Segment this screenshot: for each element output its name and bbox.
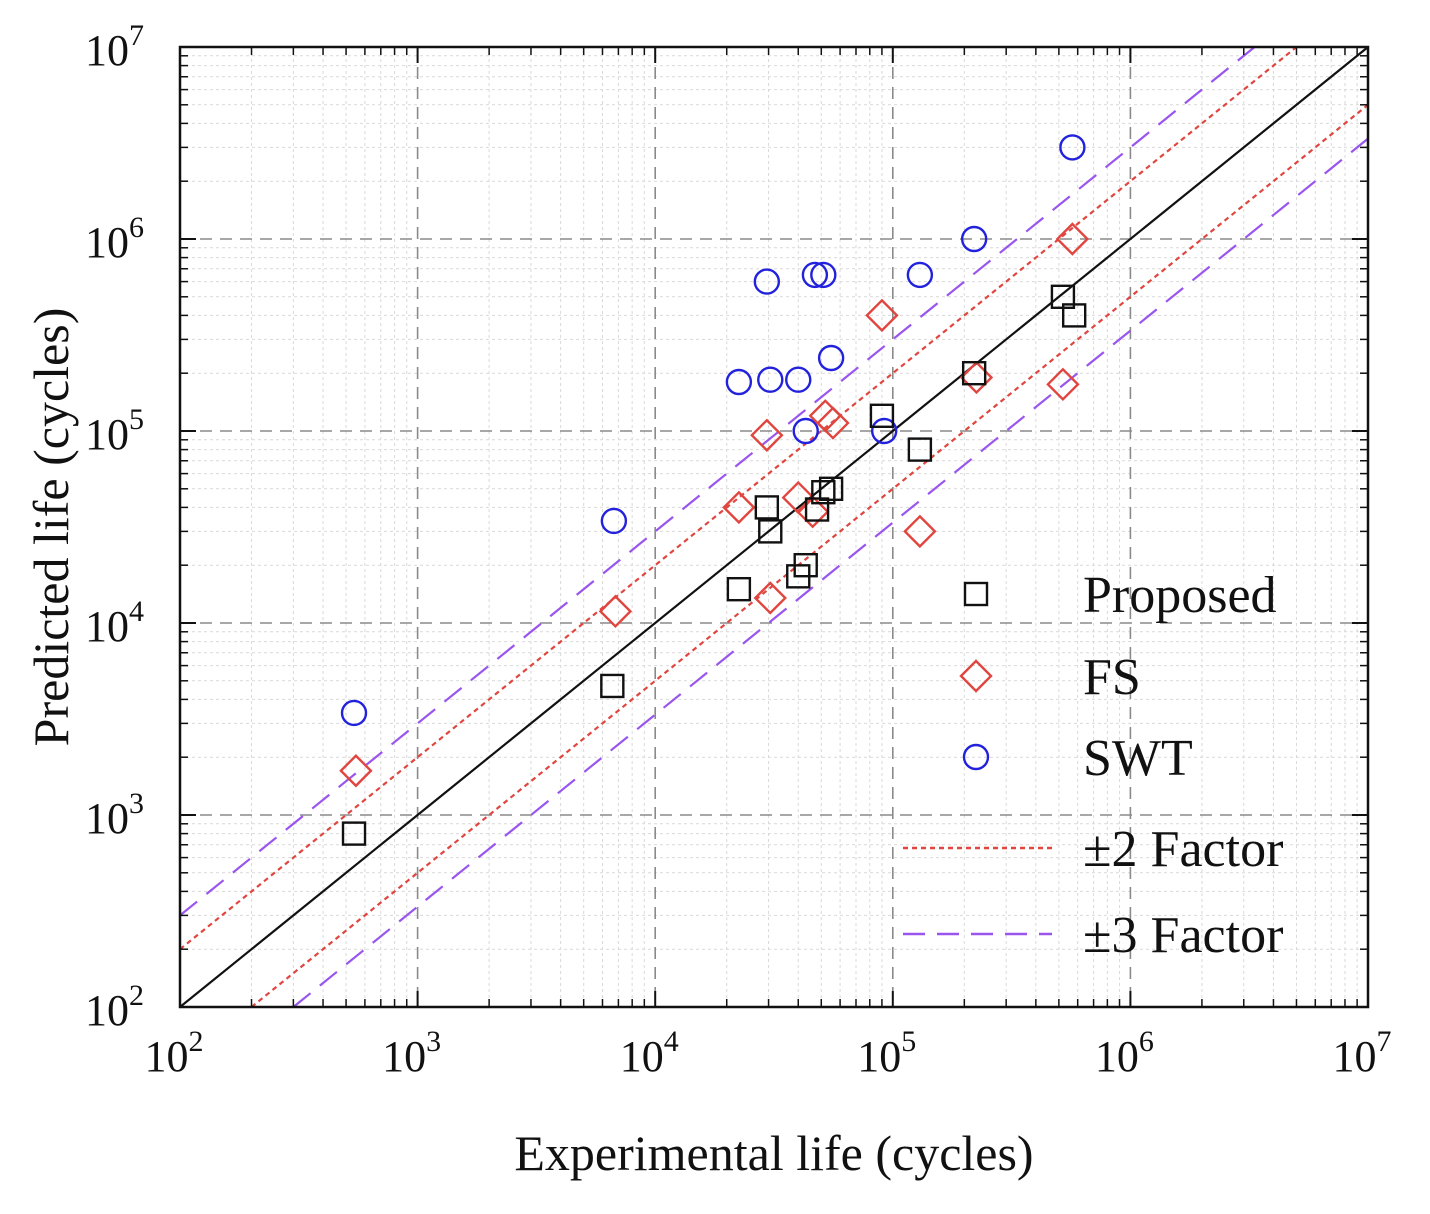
- point-fs: [598, 594, 633, 629]
- axis-ticks: [179, 46, 1369, 1008]
- x-axis-title: Experimental life (cycles): [514, 1125, 1033, 1181]
- point-proposed: [726, 576, 752, 602]
- point-swt: [757, 366, 784, 393]
- point-fs: [722, 490, 756, 525]
- point-swt: [960, 225, 988, 253]
- y-tick-label: 105: [85, 403, 144, 459]
- point-swt: [817, 344, 845, 372]
- point-proposed: [600, 673, 625, 699]
- point-fs: [903, 514, 937, 549]
- point-fs: [1055, 222, 1090, 256]
- point-proposed: [1061, 303, 1087, 328]
- point-proposed: [758, 519, 783, 544]
- point-swt: [725, 368, 753, 396]
- ref-line-1-to-1: [179, 46, 1369, 1008]
- y-axis-title: Predicted life (cycles): [23, 308, 79, 747]
- plot-frame: [178, 45, 1370, 1009]
- point-proposed: [804, 497, 830, 522]
- point-proposed: [869, 403, 895, 428]
- point-swt: [906, 261, 934, 289]
- point-swt: [785, 366, 812, 393]
- point-proposed: [793, 553, 818, 578]
- legend-label: SWT: [1083, 730, 1193, 787]
- x-tick-label: 103: [382, 1025, 441, 1081]
- ref-line-factor-3: [292, 137, 1369, 1008]
- point-proposed: [818, 476, 844, 501]
- legend-marker-swt: [962, 743, 990, 771]
- point-fs: [959, 360, 994, 395]
- point-fs: [1046, 367, 1080, 402]
- point-fs: [795, 494, 830, 529]
- x-tick-label: 104: [620, 1025, 679, 1081]
- point-swt: [870, 417, 898, 445]
- x-tick-label: 105: [857, 1025, 916, 1081]
- point-swt: [753, 268, 781, 295]
- point-proposed: [754, 495, 780, 520]
- y-tick-label: 103: [85, 787, 144, 843]
- ref-line-factor-2: [179, 46, 1298, 951]
- legend: Proposed FS SWT ±2 Factor ±3 Factor: [903, 567, 1283, 964]
- data-points: [339, 134, 1090, 846]
- point-swt: [810, 261, 837, 289]
- ref-line-factor-3: [179, 46, 1256, 917]
- x-tick-label: 106: [1095, 1025, 1154, 1081]
- legend-marker-fs: [959, 659, 993, 693]
- y-tick-label: 104: [85, 595, 144, 651]
- minor-grid: [180, 47, 1368, 1007]
- legend-label: ±2 Factor: [1083, 821, 1283, 878]
- point-proposed: [961, 361, 987, 386]
- y-tick-label: 107: [85, 19, 144, 75]
- y-tick-label: 106: [85, 211, 144, 267]
- legend-label: FS: [1083, 649, 1141, 706]
- point-fs: [339, 754, 373, 788]
- point-fs: [865, 298, 899, 333]
- legend-label: Proposed: [1083, 567, 1277, 624]
- point-swt: [600, 507, 628, 535]
- point-swt: [340, 699, 368, 727]
- x-tick-label: 102: [145, 1025, 204, 1081]
- point-proposed: [907, 437, 933, 462]
- legend-label: ±3 Factor: [1083, 907, 1283, 964]
- point-fs: [750, 418, 784, 452]
- major-grid: [180, 47, 1368, 1007]
- x-tick-label: 107: [1333, 1025, 1392, 1081]
- point-fs: [816, 406, 850, 440]
- point-proposed: [811, 480, 836, 505]
- point-swt: [1059, 134, 1086, 161]
- legend-marker-proposed: [963, 581, 989, 607]
- point-swt: [801, 261, 829, 289]
- point-proposed: [341, 821, 367, 846]
- point-fs: [753, 581, 787, 615]
- y-tick-label: 102: [85, 979, 144, 1035]
- reference-lines: [179, 46, 1369, 1008]
- point-swt: [792, 417, 819, 445]
